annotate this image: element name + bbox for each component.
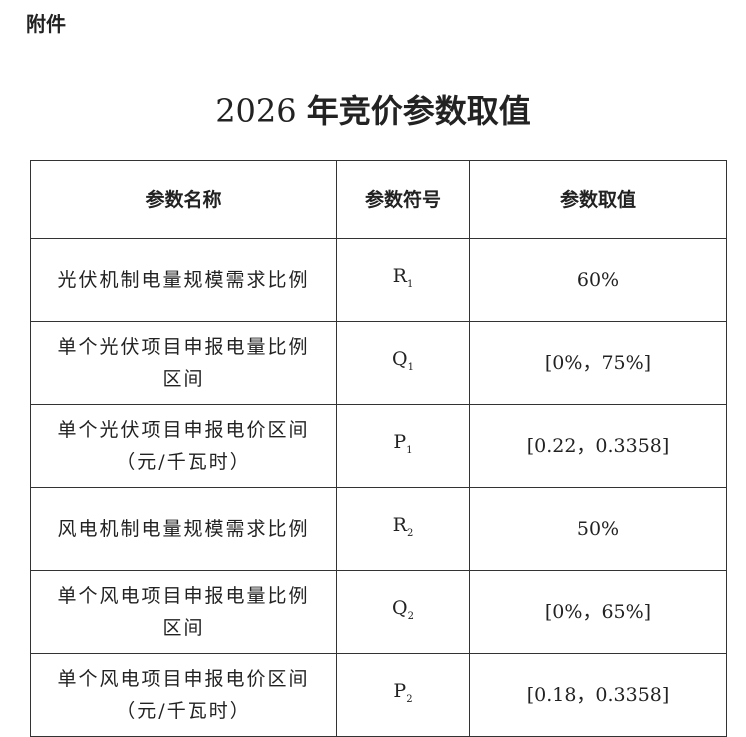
header-value: 参数取值 — [469, 160, 727, 239]
param-value: [0.18，0.3358] — [469, 653, 727, 737]
table-row: 单个光伏项目申报电价区间（元/千瓦时） P1 [0.22，0.3358] — [30, 404, 727, 488]
symbol-subscript: 1 — [406, 278, 414, 290]
param-name: 单个光伏项目申报电价区间（元/千瓦时） — [30, 404, 337, 488]
param-symbol: R2 — [336, 487, 470, 571]
symbol-letter: Q — [392, 596, 408, 619]
param-symbol: P2 — [336, 653, 470, 737]
param-name: 风电机制电量规模需求比例 — [30, 487, 337, 571]
table-row: 单个风电项目申报电量比例区间 Q2 [0%，65%] — [30, 570, 727, 654]
param-symbol: R1 — [336, 238, 470, 322]
symbol-subscript: 2 — [407, 610, 414, 622]
param-value: 60% — [469, 238, 727, 322]
table-header-row: 参数名称 参数符号 参数取值 — [30, 160, 727, 239]
param-symbol: P1 — [336, 404, 470, 488]
param-name: 单个光伏项目申报电量比例区间 — [30, 321, 337, 405]
param-name: 单个风电项目申报电价区间（元/千瓦时） — [30, 653, 337, 737]
title-year: 2026 — [215, 92, 297, 130]
param-name: 单个风电项目申报电量比例区间 — [30, 570, 337, 654]
symbol-subscript: 2 — [406, 693, 413, 705]
parameter-table: 参数名称 参数符号 参数取值 光伏机制电量规模需求比例 R1 60% 单个光伏项目申报… — [30, 160, 727, 737]
page-title: 2026 年竞价参数取值 — [0, 86, 746, 132]
attachment-label: 附件 — [26, 12, 66, 36]
header-name: 参数名称 — [30, 160, 337, 239]
symbol-letter: P — [393, 430, 407, 453]
table-row: 单个风电项目申报电价区间（元/千瓦时） P2 [0.18，0.3358] — [30, 653, 727, 737]
table-row: 风电机制电量规模需求比例 R2 50% — [30, 487, 727, 571]
title-text: 年竞价参数取值 — [306, 92, 531, 130]
param-name: 光伏机制电量规模需求比例 — [30, 238, 337, 322]
symbol-letter: Q — [392, 347, 408, 370]
symbol-letter: R — [392, 513, 407, 536]
symbol-subscript: 2 — [406, 527, 414, 539]
header-symbol: 参数符号 — [336, 160, 470, 239]
symbol-subscript: 1 — [406, 444, 413, 456]
param-value: 50% — [469, 487, 727, 571]
table-row: 光伏机制电量规模需求比例 R1 60% — [30, 238, 727, 322]
symbol-letter: P — [393, 679, 407, 702]
symbol-subscript: 1 — [407, 361, 414, 373]
symbol-letter: R — [392, 264, 407, 287]
param-value: [0%，75%] — [469, 321, 727, 405]
param-symbol: Q2 — [336, 570, 470, 654]
table-row: 单个光伏项目申报电量比例区间 Q1 [0%，75%] — [30, 321, 727, 405]
param-symbol: Q1 — [336, 321, 470, 405]
param-value: [0%，65%] — [469, 570, 727, 654]
param-value: [0.22，0.3358] — [469, 404, 727, 488]
